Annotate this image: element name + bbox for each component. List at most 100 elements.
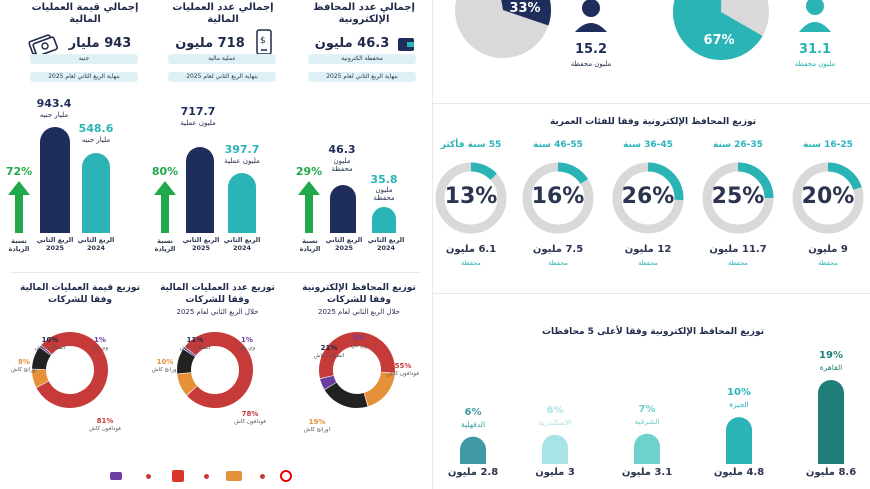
female-unit: مليون محفظة <box>570 60 612 68</box>
slice-orange <box>177 372 198 396</box>
slice-vodafone <box>184 332 253 408</box>
gov-name: القاهرة <box>819 363 843 372</box>
donut-label-we: 5% وي باي <box>350 334 368 349</box>
age-group-4: 46-55 سنة 16% 7.5 مليون محفظة <box>518 140 598 280</box>
kpi-note: بنهاية الربع الثاني لعام 2025 <box>308 72 416 82</box>
pie-slice-female <box>494 0 551 26</box>
phone-icon: $ <box>252 28 276 56</box>
age-pct: 13% <box>444 184 498 209</box>
ring-fill <box>827 162 862 191</box>
age-unit: محفظة <box>638 259 658 267</box>
etisalat-logo-icon <box>172 470 184 482</box>
growth-label: نسبة الزيادة <box>154 237 176 253</box>
gov-name: الجيزة <box>729 400 749 410</box>
bar-label-2025: الربع الثاني 2025 <box>36 236 74 252</box>
age-value: 9 مليون <box>808 244 848 255</box>
slice-etisalat <box>32 347 51 370</box>
slice-etisalat <box>324 382 368 408</box>
donut-label-vodafone: 81% فودافون كاش <box>89 417 121 432</box>
donut-subtitle: خلال الربع الثاني لعام 2025 <box>317 308 400 316</box>
slice-we <box>39 345 52 356</box>
age-ring <box>612 162 684 234</box>
company-logos <box>110 468 310 486</box>
gov-bar-chart <box>460 380 844 464</box>
bar-group-wallets: 29% نسبة الزيادة 46.3 مليون محفظة الربع … <box>294 95 424 270</box>
growth-arrow-icon <box>154 181 176 233</box>
money-icon <box>28 32 58 57</box>
kpi-unit: جنيه <box>30 54 138 64</box>
bar-2025 <box>40 127 70 233</box>
gov-value: 4.8 مليون <box>713 467 765 478</box>
bar-unit-2024: مليار جنيه <box>81 136 111 144</box>
bar-label-2024: الربع الثاني 2024 <box>367 236 405 252</box>
kpi-card-count: إجمالي عدد العمليات المالية $ 718 مليون … <box>168 2 278 87</box>
gov-labels: 19% القاهرة 8.6 مليون 10% الجيزة 4.8 مليون 7% ا… <box>433 340 870 489</box>
kpi-value: 718 مليون <box>175 36 245 51</box>
age-label: 55 سنة فأكثر <box>440 140 502 150</box>
kpi-title: إجمالي قيمة العمليات المالية <box>31 2 139 25</box>
gender-pie-female: 33% <box>455 0 551 58</box>
bar-2025 <box>330 185 356 233</box>
age-pct: 26% <box>621 184 675 209</box>
bar-label-2025: الربع الثاني 2025 <box>182 236 220 252</box>
donut-label-we: 1% وي باي <box>238 336 256 351</box>
gender-pie-male: 67% <box>673 0 769 60</box>
bar-label-2024: الربع الثاني 2024 <box>223 236 261 252</box>
kpi-note: بنهاية الربع الثاني لعام 2025 <box>30 72 138 82</box>
divider <box>433 293 870 294</box>
wallet-icon <box>396 34 416 54</box>
growth-pct: 72% <box>5 165 33 178</box>
age-label: 16-25 سنة <box>803 140 853 150</box>
gov-pct: 19% <box>819 350 843 361</box>
kpi-value: 46.3 مليون <box>314 36 390 51</box>
bar-label-2024: الربع الثاني 2024 <box>77 236 115 252</box>
male-value: 31.1 <box>798 42 832 57</box>
pie-slice-male <box>673 0 763 60</box>
donut-label-etisalat: 10% اتصالات كاش <box>34 336 66 351</box>
kpi-note: بنهاية الربع الثاني لعام 2025 <box>168 72 276 82</box>
slice-orange <box>363 371 395 407</box>
donut-label-orange: 10% اورانج كاش <box>151 358 179 373</box>
age-unit: محفظة <box>548 259 568 267</box>
donut-label-vodafone: 55% فودافون كاش <box>387 362 419 377</box>
gov-bar <box>634 433 660 464</box>
growth-arrow-icon <box>8 181 30 233</box>
gov-value: 8.6 مليون <box>805 467 857 478</box>
gov-pct: 10% <box>727 387 751 399</box>
bar-value-2025: 46.3 <box>328 143 356 156</box>
growth-pct: 29% <box>295 165 323 178</box>
we-pay-logo-icon <box>110 472 122 480</box>
donut-chart <box>32 332 108 408</box>
age-unit: محفظة <box>728 259 748 267</box>
male-pct: 67% <box>703 33 734 48</box>
donut-chart <box>177 332 253 408</box>
bar-value-2025: 717.7 <box>180 105 216 118</box>
slice-we <box>320 375 337 390</box>
male-avatar-icon <box>795 0 835 32</box>
age-ring <box>522 162 594 234</box>
gov-name: الإسكندرية <box>538 417 572 427</box>
donut-title: توزيع المحافظ الإلكترونية وفقا للشركات <box>302 283 416 305</box>
bar-value-2024: 35.8 <box>370 173 398 186</box>
panel-divider <box>432 0 433 489</box>
bar-group-count: 80% نسبة الزيادة 717.7 مليون عملية الربع… <box>148 95 288 270</box>
growth-label: نسبة الزيادة <box>8 237 30 253</box>
kpi-unit: عملية مالية <box>168 54 276 64</box>
ring-fill <box>647 162 684 201</box>
gov-value: 3.1 مليون <box>621 467 673 478</box>
age-pct: 25% <box>711 184 765 209</box>
growth-pct: 80% <box>151 165 179 178</box>
gov-bar <box>726 417 752 464</box>
slice-vodafone <box>36 332 108 408</box>
gov-bar <box>818 380 844 464</box>
kpi-unit: محفظة الكترونية <box>308 54 416 64</box>
gov-value: 3 مليون <box>535 467 575 478</box>
bar-2025 <box>186 147 214 233</box>
growth-label: نسبة الزيادة <box>299 237 321 253</box>
bar-unit-2024: مليون محفظة <box>373 186 395 202</box>
age-pct: 16% <box>531 184 585 209</box>
bar-unit-2024: مليون عملية <box>224 157 260 165</box>
left-panel: إجمالي قيمة العمليات المالية 943 مليار ج… <box>0 0 425 489</box>
donut-label-orange: 8% اورانج كاش <box>10 358 38 373</box>
age-unit: محفظة <box>461 259 481 267</box>
